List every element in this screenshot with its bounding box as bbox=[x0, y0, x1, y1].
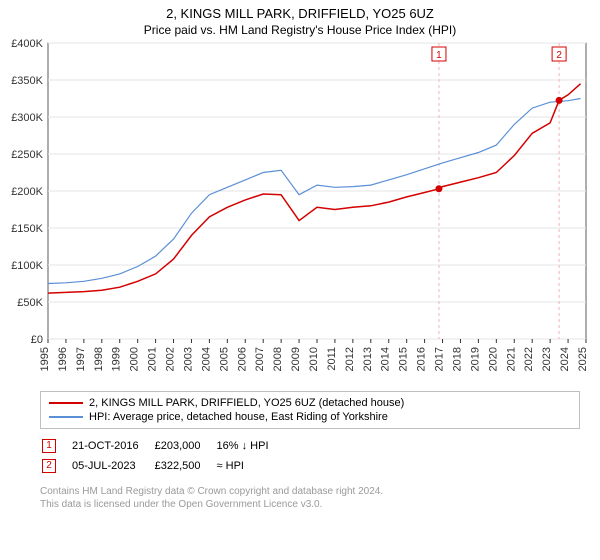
svg-text:2015: 2015 bbox=[398, 347, 410, 371]
marker-row: 2 05-JUL-2023£322,500≈ HPI bbox=[42, 457, 283, 475]
svg-text:£100K: £100K bbox=[11, 260, 43, 272]
svg-text:2007: 2007 bbox=[254, 347, 266, 371]
svg-text:2002: 2002 bbox=[165, 347, 177, 371]
marker-table: 1 21-OCT-2016£203,00016% ↓ HPI 2 05-JUL-202… bbox=[40, 435, 285, 477]
svg-text:2004: 2004 bbox=[200, 347, 212, 371]
svg-text:2020: 2020 bbox=[487, 347, 499, 371]
legend-row: 2, KINGS MILL PARK, DRIFFIELD, YO25 6UZ … bbox=[49, 396, 571, 410]
marker-delta: 16% ↓ HPI bbox=[217, 437, 283, 455]
marker-price: £203,000 bbox=[155, 437, 215, 455]
svg-text:2019: 2019 bbox=[469, 347, 481, 371]
svg-text:£200K: £200K bbox=[11, 186, 43, 198]
attribution-line: Contains HM Land Registry data © Crown c… bbox=[40, 485, 580, 498]
marker-delta: ≈ HPI bbox=[217, 457, 283, 475]
marker-date: 05-JUL-2023 bbox=[72, 457, 153, 475]
svg-text:£150K: £150K bbox=[11, 223, 43, 235]
attribution: Contains HM Land Registry data © Crown c… bbox=[40, 485, 580, 511]
marker-price: £322,500 bbox=[155, 457, 215, 475]
svg-text:1995: 1995 bbox=[39, 347, 51, 371]
svg-text:2016: 2016 bbox=[416, 347, 428, 371]
svg-text:1996: 1996 bbox=[57, 347, 69, 371]
legend-label: HPI: Average price, detached house, East… bbox=[89, 411, 388, 423]
svg-text:£350K: £350K bbox=[11, 75, 43, 87]
attribution-line: This data is licensed under the Open Gov… bbox=[40, 498, 580, 511]
svg-text:2017: 2017 bbox=[434, 347, 446, 371]
svg-text:2005: 2005 bbox=[218, 347, 230, 371]
svg-text:2009: 2009 bbox=[290, 347, 302, 371]
svg-text:2013: 2013 bbox=[362, 347, 374, 371]
svg-text:2014: 2014 bbox=[380, 347, 392, 371]
svg-text:2: 2 bbox=[556, 50, 562, 61]
svg-text:2025: 2025 bbox=[577, 347, 589, 371]
svg-text:2018: 2018 bbox=[451, 347, 463, 371]
marker-number: 2 bbox=[42, 459, 56, 473]
svg-text:£0: £0 bbox=[31, 334, 43, 346]
svg-text:1997: 1997 bbox=[75, 347, 87, 371]
svg-text:2012: 2012 bbox=[344, 347, 356, 371]
svg-text:1999: 1999 bbox=[111, 347, 123, 371]
page-subtitle: Price paid vs. HM Land Registry's House … bbox=[0, 21, 600, 37]
svg-text:2010: 2010 bbox=[308, 347, 320, 371]
page-title: 2, KINGS MILL PARK, DRIFFIELD, YO25 6UZ bbox=[0, 0, 600, 21]
svg-text:2023: 2023 bbox=[541, 347, 553, 371]
legend-swatch bbox=[49, 416, 83, 418]
svg-text:2001: 2001 bbox=[147, 347, 159, 371]
svg-text:2006: 2006 bbox=[236, 347, 248, 371]
svg-text:1: 1 bbox=[436, 50, 442, 61]
price-chart: £0 £50K £100K £150K £200K £250K £300K £350K £400… bbox=[0, 37, 600, 387]
svg-text:£300K: £300K bbox=[11, 112, 43, 124]
svg-text:2024: 2024 bbox=[559, 347, 571, 371]
legend-row: HPI: Average price, detached house, East… bbox=[49, 410, 571, 424]
legend: 2, KINGS MILL PARK, DRIFFIELD, YO25 6UZ … bbox=[40, 391, 580, 429]
svg-text:1998: 1998 bbox=[93, 347, 105, 371]
svg-text:2008: 2008 bbox=[272, 347, 284, 371]
marker-row: 1 21-OCT-2016£203,00016% ↓ HPI bbox=[42, 437, 283, 455]
svg-text:2000: 2000 bbox=[129, 347, 141, 371]
marker-number: 1 bbox=[42, 439, 56, 453]
svg-text:£400K: £400K bbox=[11, 38, 43, 50]
svg-text:2003: 2003 bbox=[182, 347, 194, 371]
legend-label: 2, KINGS MILL PARK, DRIFFIELD, YO25 6UZ … bbox=[89, 397, 404, 409]
svg-text:2022: 2022 bbox=[523, 347, 535, 371]
svg-text:£50K: £50K bbox=[17, 297, 43, 309]
svg-text:2021: 2021 bbox=[505, 347, 517, 371]
marker-date: 21-OCT-2016 bbox=[72, 437, 153, 455]
svg-text:£250K: £250K bbox=[11, 149, 43, 161]
svg-text:2011: 2011 bbox=[326, 347, 338, 371]
legend-swatch bbox=[49, 402, 83, 404]
